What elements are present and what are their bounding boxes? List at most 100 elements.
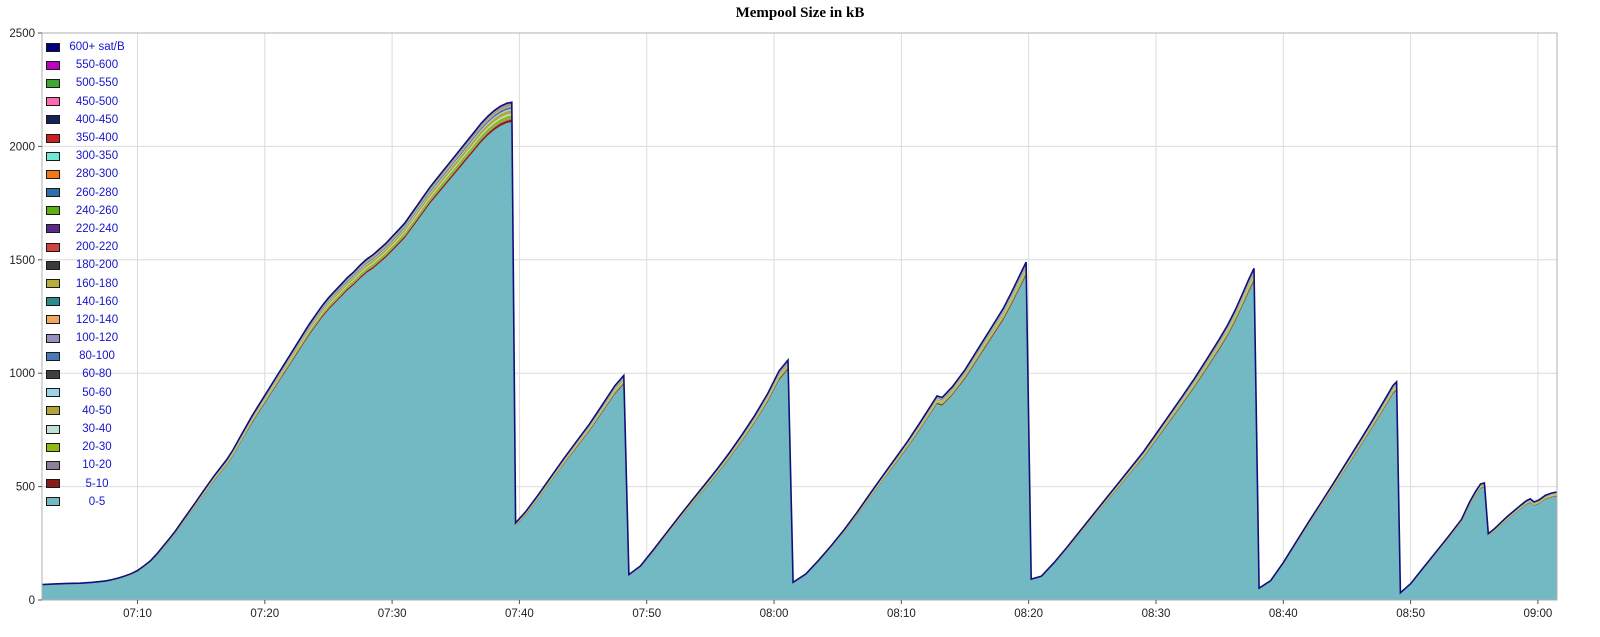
legend-item[interactable]: 300-350 <box>46 147 129 165</box>
legend-swatch-icon <box>46 460 60 470</box>
legend-item[interactable]: 5-10 <box>46 475 129 493</box>
legend-swatch-icon <box>46 315 60 325</box>
legend-swatch-icon <box>46 97 60 107</box>
legend-label: 160-180 <box>75 277 119 290</box>
legend-label: 180-200 <box>75 259 119 272</box>
legend-item[interactable]: 400-450 <box>46 111 129 129</box>
y-tick-label: 1000 <box>9 368 35 380</box>
legend-item[interactable]: 260-280 <box>46 184 129 202</box>
legend-item[interactable]: 40-50 <box>46 402 129 420</box>
legend-item[interactable]: 140-160 <box>46 293 129 311</box>
legend-label: 0-5 <box>88 495 106 508</box>
x-tick-label: 07:50 <box>632 608 661 620</box>
legend-item[interactable]: 180-200 <box>46 256 129 274</box>
legend-label: 80-100 <box>79 350 115 363</box>
legend-item[interactable]: 20-30 <box>46 438 129 456</box>
x-tick-label: 07:20 <box>250 608 279 620</box>
legend-item[interactable]: 60-80 <box>46 365 129 383</box>
y-tick-label: 0 <box>29 595 35 607</box>
legend-item[interactable]: 450-500 <box>46 93 129 111</box>
y-tick-label: 2000 <box>9 141 35 153</box>
x-tick-label: 08:40 <box>1269 608 1298 620</box>
legend-label: 550-600 <box>75 59 119 72</box>
legend-label: 280-300 <box>75 168 119 181</box>
legend-label: 220-240 <box>75 222 119 235</box>
legend-swatch-icon <box>46 115 60 125</box>
legend-label: 10-20 <box>82 459 112 472</box>
legend-label: 60-80 <box>82 368 112 381</box>
x-tick-label: 07:30 <box>378 608 407 620</box>
legend-label: 20-30 <box>82 441 112 454</box>
legend-item[interactable]: 550-600 <box>46 56 129 74</box>
legend-item[interactable]: 220-240 <box>46 220 129 238</box>
legend-label: 500-550 <box>75 77 119 90</box>
y-tick-label: 1500 <box>9 255 35 267</box>
axes: 07:10 07:20 07:30 07:40 07:50 08:00 08:10 08:20… <box>9 28 1552 620</box>
legend-label: 200-220 <box>75 241 119 254</box>
legend-label: 40-50 <box>82 404 112 417</box>
legend: 600+ sat/B 550-600 500-550 450-500 400-450 35… <box>46 38 129 511</box>
x-tick-label: 08:00 <box>760 608 789 620</box>
x-tick-label: 07:10 <box>123 608 152 620</box>
legend-swatch-icon <box>46 442 60 452</box>
legend-swatch-icon <box>46 78 60 88</box>
stacked-areas <box>42 102 1557 600</box>
legend-swatch-icon <box>46 133 60 143</box>
legend-swatch-icon <box>46 497 60 507</box>
legend-swatch-icon <box>46 206 60 216</box>
legend-swatch-icon <box>46 351 60 361</box>
legend-item[interactable]: 200-220 <box>46 238 129 256</box>
legend-item[interactable]: 120-140 <box>46 311 129 329</box>
legend-item[interactable]: 30-40 <box>46 420 129 438</box>
legend-item[interactable]: 350-400 <box>46 129 129 147</box>
legend-swatch-icon <box>46 297 60 307</box>
x-tick-label: 07:40 <box>505 608 534 620</box>
legend-swatch-icon <box>46 151 60 161</box>
legend-item[interactable]: 500-550 <box>46 74 129 92</box>
legend-item[interactable]: 160-180 <box>46 274 129 292</box>
legend-swatch-icon <box>46 333 60 343</box>
x-tick-label: 08:50 <box>1396 608 1425 620</box>
legend-swatch-icon <box>46 188 60 198</box>
legend-item[interactable]: 240-260 <box>46 202 129 220</box>
y-tick-label: 2500 <box>9 28 35 40</box>
y-tick-label: 500 <box>16 482 35 494</box>
legend-swatch-icon <box>46 60 60 70</box>
legend-item[interactable]: 100-120 <box>46 329 129 347</box>
legend-label: 30-40 <box>82 423 112 436</box>
legend-swatch-icon <box>46 424 60 434</box>
legend-label: 260-280 <box>75 186 119 199</box>
legend-item[interactable]: 600+ sat/B <box>46 38 129 56</box>
legend-label: 140-160 <box>75 295 119 308</box>
legend-item[interactable]: 10-20 <box>46 456 129 474</box>
x-tick-label: 08:30 <box>1142 608 1171 620</box>
x-tick-label: 08:10 <box>887 608 916 620</box>
legend-label: 300-350 <box>75 150 119 163</box>
legend-item[interactable]: 280-300 <box>46 165 129 183</box>
chart-title: Mempool Size in kB <box>735 5 865 21</box>
total-outline <box>41 101 1558 595</box>
legend-swatch-icon <box>46 369 60 379</box>
legend-label: 120-140 <box>75 313 119 326</box>
legend-swatch-icon <box>46 479 60 489</box>
legend-label: 50-60 <box>82 386 112 399</box>
legend-label: 5-10 <box>85 477 109 490</box>
x-tick-label: 09:00 <box>1524 608 1553 620</box>
legend-swatch-icon <box>46 169 60 179</box>
x-tick-label: 08:20 <box>1014 608 1043 620</box>
legend-swatch-icon <box>46 260 60 270</box>
legend-item[interactable]: 50-60 <box>46 384 129 402</box>
legend-swatch-icon <box>46 224 60 234</box>
legend-label: 400-450 <box>75 113 119 126</box>
area-band <box>42 122 1557 600</box>
legend-item[interactable]: 80-100 <box>46 347 129 365</box>
legend-item[interactable]: 0-5 <box>46 493 129 511</box>
legend-swatch-icon <box>46 279 60 289</box>
legend-label: 240-260 <box>75 204 119 217</box>
legend-label: 450-500 <box>75 95 119 108</box>
legend-label: 600+ sat/B <box>69 41 125 54</box>
legend-label: 100-120 <box>75 332 119 345</box>
legend-swatch-icon <box>46 42 60 52</box>
